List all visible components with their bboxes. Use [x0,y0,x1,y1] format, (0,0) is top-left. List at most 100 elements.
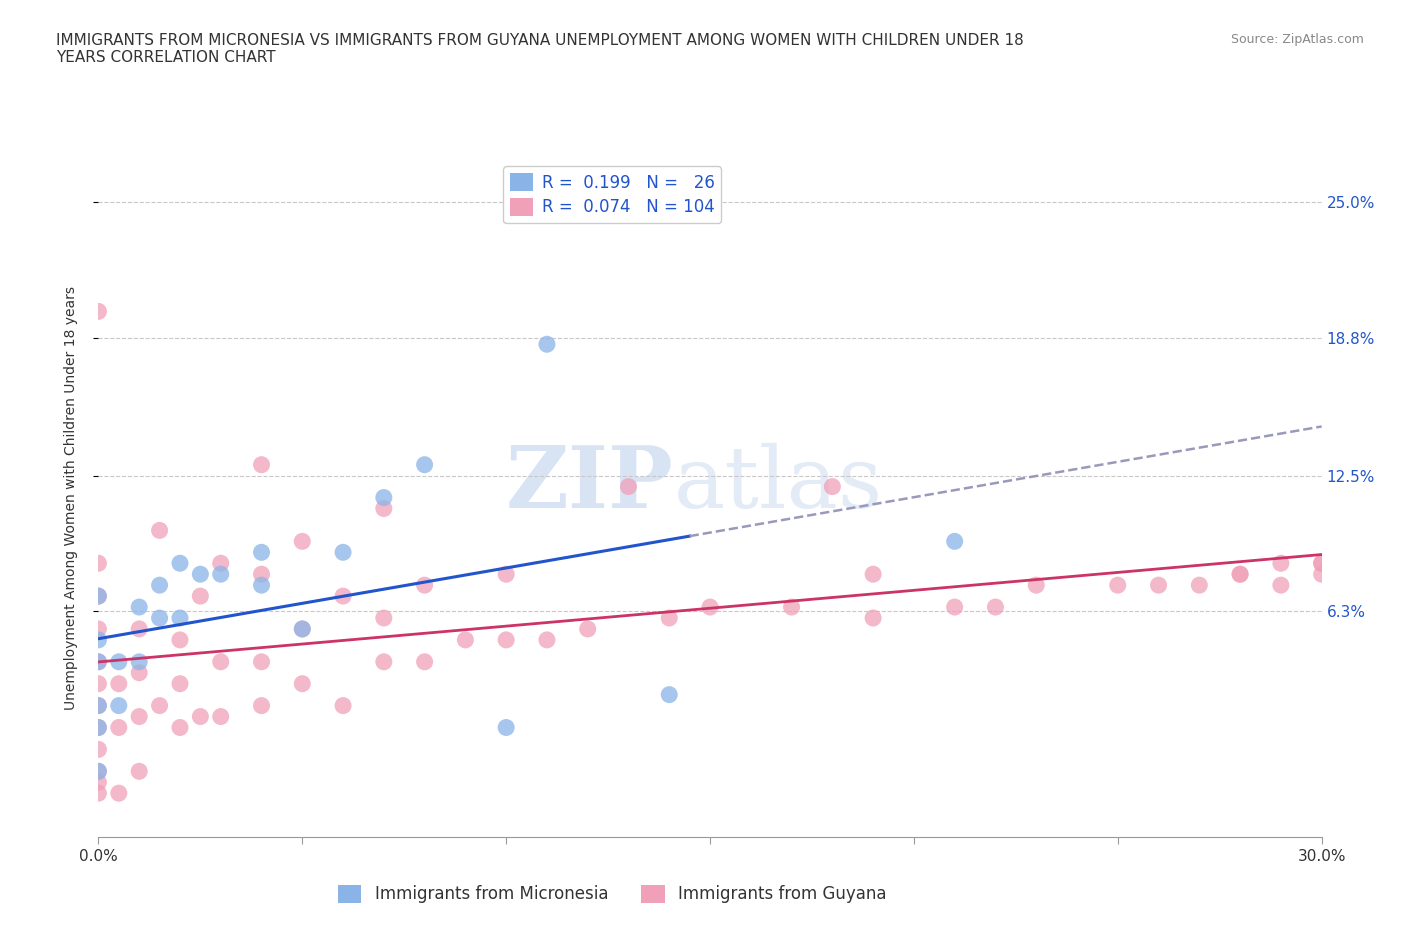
Point [373,490,395,505]
Point [373,501,395,516]
Point [128,709,150,724]
Point [87,720,110,735]
Point [1270,578,1292,592]
Point [149,698,172,713]
Point [413,578,436,592]
Point [87,764,110,778]
Point [1310,556,1333,571]
Point [87,655,110,670]
Text: IMMIGRANTS FROM MICRONESIA VS IMMIGRANTS FROM GUYANA UNEMPLOYMENT AMONG WOMEN WI: IMMIGRANTS FROM MICRONESIA VS IMMIGRANTS… [56,33,1024,65]
Point [87,676,110,691]
Point [87,742,110,757]
Point [780,600,803,615]
Point [87,655,110,670]
Point [108,720,131,735]
Point [1025,578,1047,592]
Point [128,600,150,615]
Point [495,720,517,735]
Point [658,687,681,702]
Point [943,534,966,549]
Point [373,655,395,670]
Point [250,578,273,592]
Point [862,611,884,626]
Point [188,589,212,604]
Point [87,556,110,571]
Point [169,676,191,691]
Point [495,566,517,581]
Point [209,566,232,581]
Point [87,775,110,790]
Point [87,720,110,735]
Point [209,655,232,670]
Point [576,621,599,636]
Point [495,632,517,647]
Point [87,589,110,604]
Point [108,786,131,801]
Point [658,611,681,626]
Point [984,600,1007,615]
Point [250,458,273,472]
Point [1188,578,1211,592]
Point [699,600,721,615]
Point [188,566,212,581]
Point [108,676,131,691]
Point [1310,556,1333,571]
Point [454,632,477,647]
Point [87,786,110,801]
Point [87,589,110,604]
Point [943,600,966,615]
Point [128,764,150,778]
Point [1310,566,1333,581]
Point [128,621,150,636]
Point [413,458,436,472]
Point [250,698,273,713]
Point [87,764,110,778]
Point [108,698,131,713]
Point [87,304,110,319]
Point [128,665,150,680]
Point [250,655,273,670]
Point [1270,556,1292,571]
Point [169,556,191,571]
Point [291,534,314,549]
Point [862,566,884,581]
Point [821,479,844,494]
Point [149,611,172,626]
Point [250,566,273,581]
Point [1229,566,1251,581]
Point [291,621,314,636]
Point [108,655,131,670]
Y-axis label: Unemployment Among Women with Children Under 18 years: Unemployment Among Women with Children U… [63,286,77,710]
Point [291,621,314,636]
Point [169,720,191,735]
Point [332,698,354,713]
Point [149,523,172,538]
Point [413,655,436,670]
Point [1229,566,1251,581]
Point [87,698,110,713]
Point [209,709,232,724]
Point [1107,578,1129,592]
Point [373,611,395,626]
Point [536,337,558,352]
Text: ZIP: ZIP [506,442,673,526]
Point [209,556,232,571]
Point [169,632,191,647]
Point [536,632,558,647]
Point [188,709,212,724]
Point [332,545,354,560]
Point [250,545,273,560]
Point [291,676,314,691]
Point [128,655,150,670]
Point [332,589,354,604]
Text: atlas: atlas [673,443,883,525]
Point [617,479,640,494]
Point [87,698,110,713]
Text: Source: ZipAtlas.com: Source: ZipAtlas.com [1230,33,1364,46]
Point [169,611,191,626]
Legend: Immigrants from Micronesia, Immigrants from Guyana: Immigrants from Micronesia, Immigrants f… [332,878,893,910]
Point [87,632,110,647]
Point [1147,578,1170,592]
Point [149,578,172,592]
Point [87,621,110,636]
